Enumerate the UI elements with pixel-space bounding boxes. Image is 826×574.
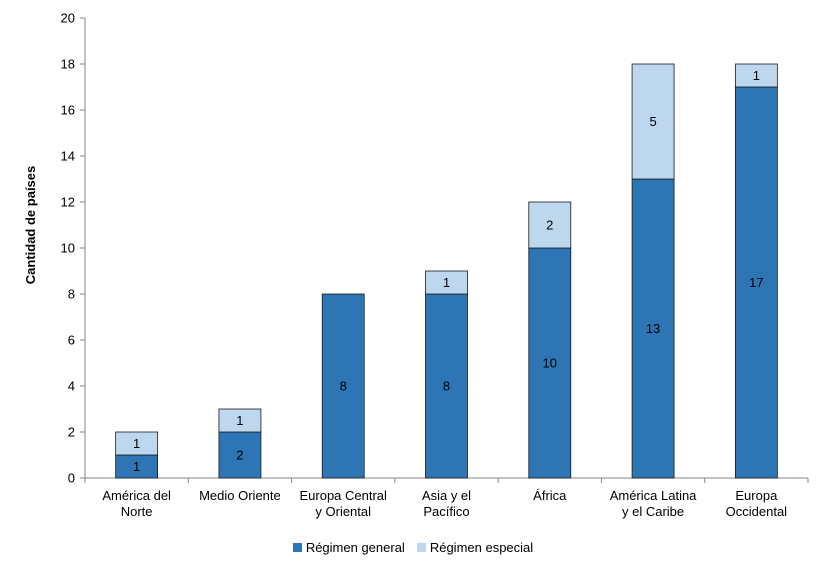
x-tick-label: Europa Occidental bbox=[726, 488, 788, 519]
y-tick-label: 18 bbox=[61, 57, 75, 72]
bar-regimen-especial bbox=[528, 201, 572, 249]
legend: Régimen general Régimen especial bbox=[0, 540, 826, 555]
data-label: 17 bbox=[749, 275, 763, 290]
legend-swatch bbox=[416, 543, 426, 552]
y-tick-label: 20 bbox=[61, 11, 75, 26]
bar-regimen-general bbox=[528, 247, 572, 479]
bar-regimen-general bbox=[734, 86, 778, 479]
data-label: 1 bbox=[133, 459, 140, 474]
legend-label: Régimen general bbox=[305, 540, 405, 555]
bar-regimen-general bbox=[321, 293, 365, 479]
y-axis: 0 2 4 6 8 10 12 14 16 18 20 bbox=[61, 11, 86, 486]
data-label: 10 bbox=[543, 356, 557, 371]
x-tick-label: Medio Oriente bbox=[199, 488, 281, 503]
bar-regimen-general bbox=[425, 293, 468, 479]
bar-regimen-especial bbox=[115, 431, 159, 456]
data-label: 1 bbox=[753, 68, 760, 83]
legend-swatch bbox=[292, 543, 302, 552]
y-tick-label: 8 bbox=[68, 287, 75, 302]
bar-regimen-especial bbox=[218, 408, 262, 433]
x-axis: América del Norte Medio Oriente Europa Cent… bbox=[84, 477, 809, 519]
data-label: 1 bbox=[133, 436, 140, 451]
bar-regimen-especial bbox=[631, 63, 675, 180]
data-label: 13 bbox=[646, 321, 660, 336]
legend-label: Régimen especial bbox=[429, 540, 534, 555]
bar-regimen-especial bbox=[734, 63, 778, 88]
y-tick-label: 6 bbox=[68, 333, 75, 348]
y-tick-label: 12 bbox=[61, 195, 75, 210]
bars bbox=[115, 63, 778, 479]
x-tick-label: África bbox=[533, 488, 567, 503]
x-tick-label: América del Norte bbox=[102, 488, 171, 519]
data-label: 5 bbox=[649, 114, 656, 129]
y-tick-label: 2 bbox=[68, 425, 75, 440]
data-label: 8 bbox=[340, 379, 347, 394]
x-tick-label: Europa Central y Oriental bbox=[299, 488, 387, 519]
data-label: 2 bbox=[546, 218, 553, 233]
y-tick-label: 14 bbox=[61, 149, 75, 164]
data-label: 2 bbox=[236, 448, 243, 463]
y-tick-label: 4 bbox=[68, 379, 75, 394]
legend-item: Régimen general bbox=[292, 540, 405, 555]
data-labels: 1 1 2 1 8 8 1 10 2 13 5 17 1 bbox=[133, 68, 764, 474]
data-label: 1 bbox=[236, 413, 243, 428]
y-axis-label: Cantidad de países bbox=[23, 166, 38, 284]
y-tick-label: 10 bbox=[61, 241, 75, 256]
y-tick-label: 16 bbox=[61, 103, 75, 118]
bar-regimen-general bbox=[218, 431, 262, 479]
x-tick-label: América Latina y el Caribe bbox=[610, 488, 697, 519]
bar-regimen-general bbox=[631, 178, 675, 479]
data-label: 8 bbox=[443, 379, 450, 394]
x-tick-label: Asia y el Pacífico bbox=[422, 488, 471, 519]
y-tick-label: 0 bbox=[68, 471, 75, 486]
legend-item: Régimen especial bbox=[416, 540, 534, 555]
data-label: 1 bbox=[443, 275, 450, 290]
bar-regimen-especial bbox=[425, 270, 468, 295]
